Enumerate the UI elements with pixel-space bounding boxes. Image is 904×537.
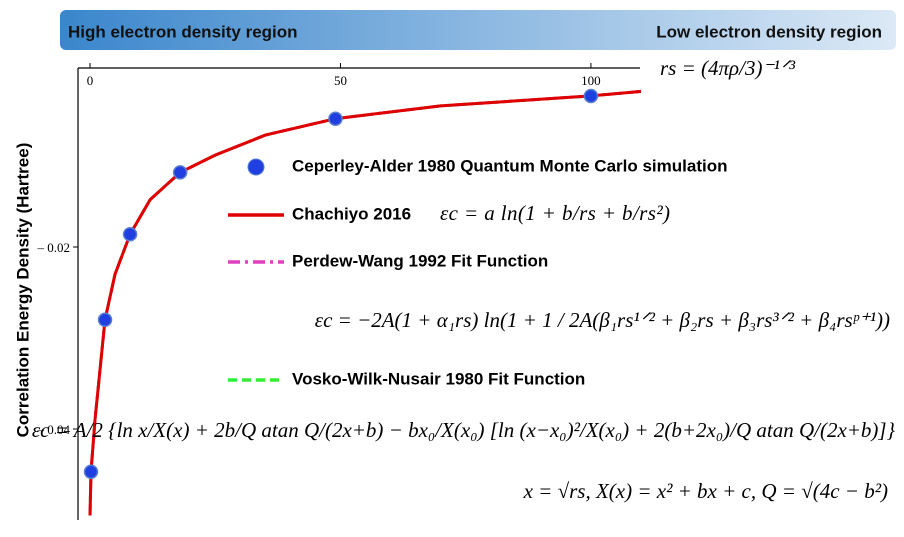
y-tick-label: – 0.02: [37, 240, 71, 255]
equation-note: x = √rs, X(x) = x² + bx + c, Q = √(4c − …: [523, 479, 888, 503]
equation: εc = −2A(1 + α₁rs) ln(1 + 1 / 2A(β₁rs¹ᐟ²…: [315, 308, 890, 332]
equation: εc = a ln(1 + b/rs + b/rs²): [440, 201, 670, 225]
legend-label: Vosko-Wilk-Nusair 1980 Fit Function: [292, 369, 585, 388]
banner-label: High electron density region: [68, 22, 298, 41]
data-point: [328, 111, 343, 126]
data-line: [88, 89, 642, 516]
x-tick-label: 50: [334, 73, 347, 88]
legend-label: Perdew-Wang 1992 Fit Function: [292, 251, 548, 270]
legend-label: Chachiyo 2016: [292, 204, 411, 223]
y-tick-label: – 0.04: [37, 422, 71, 437]
data-point: [83, 464, 99, 480]
y-axis-label: Correlation Energy Density (Hartree): [13, 143, 32, 438]
data-point: [583, 88, 599, 104]
legend-marker: [247, 158, 265, 176]
data-line: [88, 89, 642, 516]
banner: [60, 10, 896, 50]
data-point: [97, 312, 113, 328]
banner-label: Low electron density region: [656, 22, 882, 41]
x-tick-label: 100: [581, 73, 601, 88]
data-point: [172, 165, 188, 180]
equation: εc = A/2 {ln x/X(x) + 2b/Q atan Q/(2x+b)…: [32, 418, 896, 442]
data-line: [88, 89, 642, 516]
x-axis-label: rs = (4πρ/3)⁻¹ᐟ³: [660, 56, 796, 80]
data-point: [122, 227, 138, 242]
legend-label: Ceperley-Alder 1980 Quantum Monte Carlo …: [292, 156, 727, 175]
x-tick-label: 0: [87, 73, 94, 88]
